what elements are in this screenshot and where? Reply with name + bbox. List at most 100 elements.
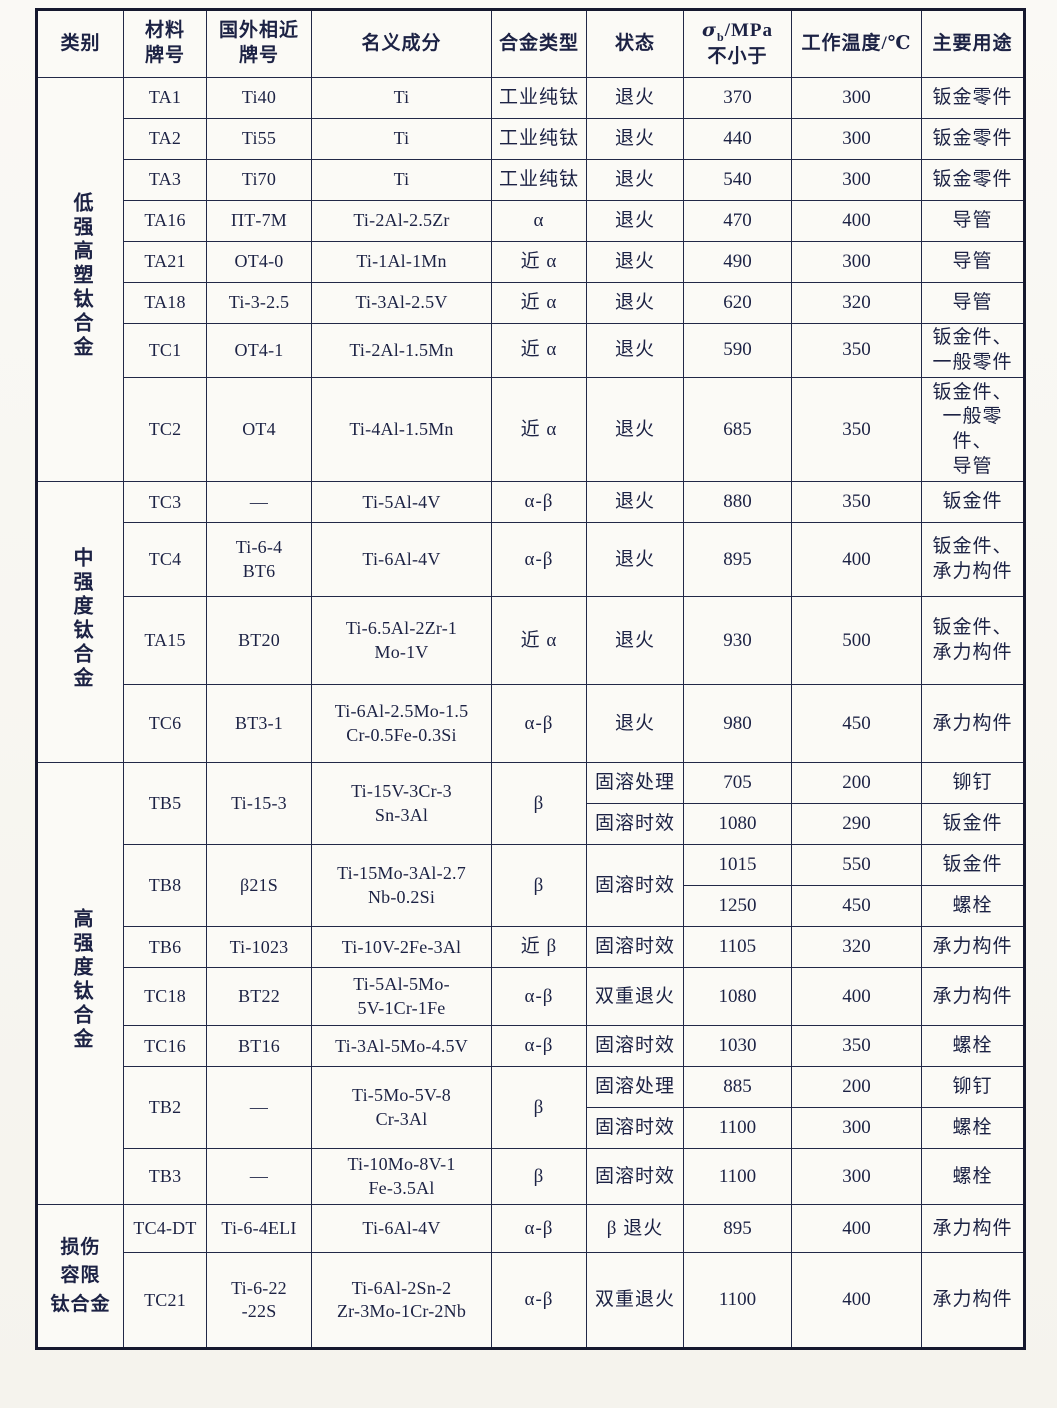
cell-foreign: BT3-1 — [206, 684, 312, 764]
table-row: TB2 — Ti-5Mo-5V-8 Cr-3Al β 固溶处理 885 200 … — [37, 1066, 1025, 1150]
cell-grade: TA3 — [123, 159, 207, 201]
cell-composition: Ti-15V-3Cr-3 Sn-3Al — [311, 762, 492, 846]
cell-usage: 铆钉 — [921, 1066, 1025, 1109]
cell-grade: TC21 — [123, 1252, 207, 1350]
cell-alloy-type: α-β — [491, 1025, 587, 1068]
cell-composition: Ti-5Al-5Mo- 5V-1Cr-1Fe — [311, 967, 492, 1027]
cell-usage: 钣金件 — [921, 844, 1025, 887]
cell-composition: Ti-15Mo-3Al-2.7 Nb-0.2Si — [311, 844, 492, 928]
cell-alloy-type: 近 α — [491, 241, 587, 283]
cell-composition: Ti — [311, 77, 492, 119]
cell-foreign: OT4-0 — [206, 241, 312, 283]
cell-grade: TA16 — [123, 200, 207, 242]
cell-usage: 承力构件 — [921, 926, 1025, 969]
table-row: 固溶时效 1100 300 螺栓 — [37, 1107, 1025, 1150]
cell-temperature: 300 — [791, 77, 922, 119]
table-row: TB6 Ti-1023 Ti-10V-2Fe-3Al 近 β 固溶时效 1105… — [37, 926, 1025, 969]
cell-composition: Ti-1Al-1Mn — [311, 241, 492, 283]
cell-grade: TB5 — [123, 762, 207, 846]
cell-foreign: Ti-15-3 — [206, 762, 312, 846]
cell-alloy-type: α-β — [491, 481, 587, 524]
cell-composition: Ti-5Mo-5V-8 Cr-3Al — [311, 1066, 492, 1150]
cell-composition: Ti-3Al-5Mo-4.5V — [311, 1025, 492, 1068]
table-row: TB8 β21S Ti-15Mo-3Al-2.7 Nb-0.2Si β 固溶时效… — [37, 844, 1025, 928]
cell-usage: 导管 — [921, 241, 1025, 283]
cell-foreign: BT16 — [206, 1025, 312, 1068]
cell-temperature: 290 — [791, 803, 922, 846]
cell-alloy-type: β — [491, 1066, 587, 1150]
cell-temperature: 300 — [791, 159, 922, 201]
cell-foreign: Ti-1023 — [206, 926, 312, 969]
cell-temperature: 400 — [791, 522, 922, 598]
table-row: TC2 OT4 Ti-4Al-1.5Mn 近 α 退火 685 350 钣金件、… — [37, 377, 1025, 483]
cell-grade: TC18 — [123, 967, 207, 1027]
cell-usage: 钣金零件 — [921, 159, 1025, 201]
cell-state: 退火 — [586, 377, 684, 483]
cell-state: 固溶时效 — [586, 1025, 684, 1068]
cell-sigma: 370 — [683, 77, 792, 119]
cell-sigma: 1250 — [683, 885, 792, 928]
cell-temperature: 350 — [791, 377, 922, 483]
cell-usage: 螺栓 — [921, 1025, 1025, 1068]
table-row: TA3 Ti70 Ti 工业纯钛 退火 540 300 钣金零件 — [37, 159, 1025, 201]
cell-foreign: — — [206, 1148, 312, 1206]
sigma-symbol: σ — [701, 18, 717, 41]
cell-state: 退火 — [586, 684, 684, 764]
cell-grade: TC16 — [123, 1025, 207, 1068]
cell-usage: 钣金零件 — [921, 77, 1025, 119]
cell-sigma: 685 — [683, 377, 792, 483]
cell-sigma: 895 — [683, 522, 792, 598]
header-sigma: σb/MPa 不小于 — [683, 9, 792, 78]
cell-sigma: 590 — [683, 322, 792, 379]
table-row: TA15 BT20 Ti-6.5Al-2Zr-1 Mo-1V 近 α 退火 93… — [37, 596, 1025, 686]
group-label-damage-tolerance: 损伤 容限 钛合金 — [36, 1204, 124, 1350]
cell-usage: 钣金零件 — [921, 118, 1025, 160]
cell-sigma: 705 — [683, 762, 792, 805]
cell-grade: TA21 — [123, 241, 207, 283]
cell-state: 退火 — [586, 159, 684, 201]
cell-temperature: 300 — [791, 1107, 922, 1150]
cell-foreign: — — [206, 481, 312, 524]
cell-composition: Ti — [311, 159, 492, 201]
cell-temperature: 400 — [791, 200, 922, 242]
cell-alloy-type: α-β — [491, 1204, 587, 1254]
cell-state: 固溶处理 — [586, 1066, 684, 1109]
cell-composition: Ti-3Al-2.5V — [311, 282, 492, 324]
cell-grade: TB3 — [123, 1148, 207, 1206]
cell-alloy-type: 工业纯钛 — [491, 118, 587, 160]
cell-composition: Ti — [311, 118, 492, 160]
cell-foreign: BT22 — [206, 967, 312, 1027]
cell-composition: Ti-10Mo-8V-1 Fe-3.5Al — [311, 1148, 492, 1206]
cell-usage: 钣金件、 一般零件、 导管 — [921, 377, 1025, 483]
cell-state: β 退火 — [586, 1204, 684, 1254]
cell-sigma: 980 — [683, 684, 792, 764]
cell-usage: 铆钉 — [921, 762, 1025, 805]
cell-foreign: β21S — [206, 844, 312, 928]
header-alloy-type: 合金类型 — [491, 9, 587, 78]
group-label-low-strength: 低强高塑钛合金 — [36, 76, 124, 483]
cell-state: 固溶时效 — [586, 803, 684, 846]
cell-temperature: 350 — [791, 1025, 922, 1068]
cell-state: 退火 — [586, 596, 684, 686]
table-row: TC4 Ti-6-4 BT6 Ti-6Al-4V α-β 退火 895 400 … — [37, 522, 1025, 598]
cell-alloy-type: 近 α — [491, 282, 587, 324]
cell-alloy-type: 工业纯钛 — [491, 159, 587, 201]
cell-temperature: 350 — [791, 322, 922, 379]
cell-sigma: 930 — [683, 596, 792, 686]
table-row: TC6 BT3-1 Ti-6Al-2.5Mo-1.5 Cr-0.5Fe-0.3S… — [37, 684, 1025, 764]
cell-composition: Ti-2Al-1.5Mn — [311, 322, 492, 379]
cell-foreign: Ti-6-4ELI — [206, 1204, 312, 1254]
cell-grade: TC4-DT — [123, 1204, 207, 1254]
cell-temperature: 450 — [791, 885, 922, 928]
header-usage: 主要用途 — [921, 9, 1025, 78]
cell-alloy-type: 近 α — [491, 322, 587, 379]
cell-sigma: 440 — [683, 118, 792, 160]
cell-state: 退火 — [586, 200, 684, 242]
cell-usage: 承力构件 — [921, 1252, 1025, 1350]
cell-composition: Ti-10V-2Fe-3Al — [311, 926, 492, 969]
cell-sigma: 1080 — [683, 967, 792, 1027]
cell-usage: 承力构件 — [921, 1204, 1025, 1254]
cell-usage: 承力构件 — [921, 967, 1025, 1027]
table-row: 中强度钛合金 TC3 — Ti-5Al-4V α-β 退火 880 350 钣金… — [36, 481, 1025, 764]
